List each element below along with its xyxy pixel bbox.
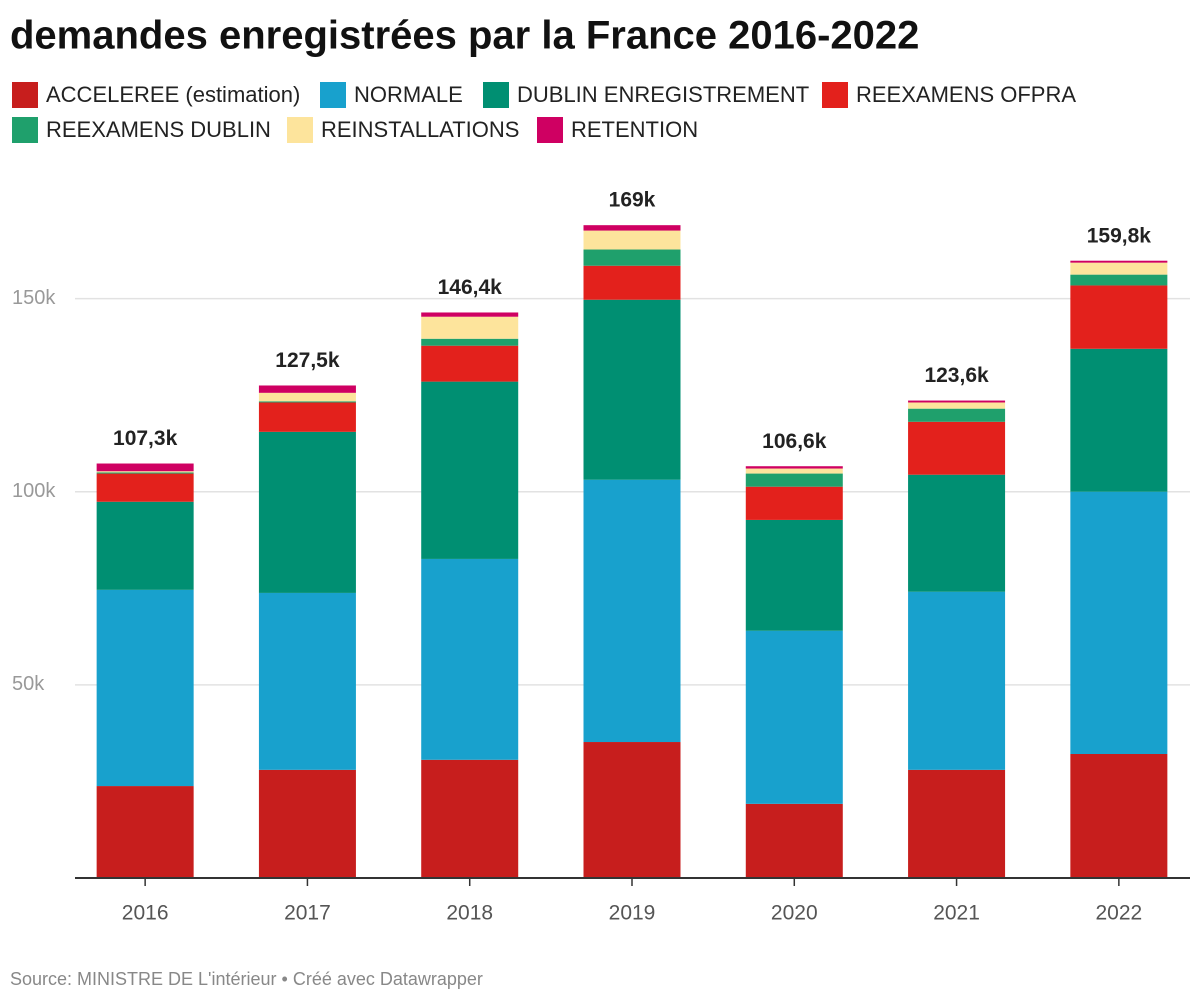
x-tick-label: 2020 — [771, 902, 818, 925]
legend-swatch — [320, 82, 346, 108]
bar-segment — [96, 501, 194, 590]
bar-segment — [421, 381, 519, 559]
bar-segment — [908, 408, 1006, 422]
bar-segment — [583, 299, 681, 480]
total-label: 123,6k — [924, 364, 989, 387]
source: Source: MINISTRE DE L'intérieur • Créé a… — [10, 969, 483, 989]
legend-swatch — [12, 82, 38, 108]
x-tick-label: 2022 — [1095, 902, 1142, 925]
bar-segment — [96, 473, 194, 502]
bar-segment — [908, 400, 1006, 403]
legend-swatch — [287, 117, 313, 143]
bar-segment — [96, 472, 194, 474]
legend-label: ACCELEREE (estimation) — [46, 82, 300, 107]
bar-segment — [96, 471, 194, 473]
legend-label: REINSTALLATIONS — [321, 117, 519, 142]
bar-segment — [1070, 491, 1168, 755]
total-label: 106,6k — [762, 430, 827, 453]
bar-segment — [583, 225, 681, 231]
bar-segment — [421, 338, 519, 346]
bar-segment — [1070, 348, 1168, 492]
bar-segment — [421, 316, 519, 339]
x-tick-label: 2019 — [609, 902, 656, 925]
legend-swatch — [537, 117, 563, 143]
bar-segment — [1070, 260, 1168, 263]
total-label: 159,8k — [1087, 224, 1152, 247]
bar-segment — [258, 769, 356, 878]
bar-segment — [583, 479, 681, 743]
legend-label: REEXAMENS DUBLIN — [46, 117, 271, 142]
x-tick-label: 2021 — [933, 902, 980, 925]
bar-segment — [258, 392, 356, 402]
x-tick-label: 2017 — [284, 902, 331, 925]
bar-segment — [1070, 274, 1168, 286]
bar-segment — [745, 803, 843, 878]
bar-segment — [1070, 754, 1168, 878]
bar-segment — [258, 402, 356, 432]
bar-segment — [421, 558, 519, 760]
total-label: 107,3k — [113, 427, 178, 450]
total-label: 146,4k — [438, 276, 503, 299]
y-tick-label: 150k — [12, 287, 56, 309]
y-tick-label: 50k — [12, 673, 45, 695]
legend-label: RETENTION — [571, 117, 698, 142]
bar-segment — [745, 466, 843, 469]
bar-segment — [908, 402, 1006, 409]
bar-segment — [745, 468, 843, 474]
legend-swatch — [12, 117, 38, 143]
bar-segment — [1070, 262, 1168, 275]
chart-title: demandes enregistrées par la France 2016… — [10, 14, 919, 58]
legend-label: REEXAMENS OFPRA — [856, 82, 1076, 107]
bar-segment — [745, 473, 843, 487]
bar-segment — [1070, 285, 1168, 349]
y-tick-label: 100k — [12, 480, 56, 502]
x-tick-label: 2018 — [446, 902, 493, 925]
bar-segment — [583, 265, 681, 300]
bar-segment — [258, 401, 356, 403]
legend-swatch — [822, 82, 848, 108]
bar-segment — [421, 312, 519, 317]
bar-segment — [908, 474, 1006, 592]
bar-segment — [421, 345, 519, 382]
bar-segment — [258, 592, 356, 770]
bar-segment — [908, 421, 1006, 475]
legend-label: NORMALE — [354, 82, 463, 107]
total-label: 169k — [609, 189, 656, 212]
bar-segment — [421, 759, 519, 878]
bar-segment — [583, 249, 681, 266]
bar-segment — [908, 769, 1006, 878]
bar-segment — [745, 519, 843, 631]
bar-segment — [583, 742, 681, 878]
bar-segment — [745, 630, 843, 804]
x-tick-label: 2016 — [122, 902, 169, 925]
bar-segment — [258, 385, 356, 393]
bar-segment — [908, 591, 1006, 770]
bar-segment — [96, 589, 194, 787]
bar-segment — [96, 786, 194, 878]
legend-swatch — [483, 82, 509, 108]
total-label: 127,5k — [275, 349, 340, 372]
bar-segment — [745, 486, 843, 520]
bar-segment — [96, 463, 194, 472]
bar-segment — [583, 230, 681, 250]
legend-label: DUBLIN ENREGISTREMENT — [517, 82, 809, 107]
bar-segment — [258, 431, 356, 593]
